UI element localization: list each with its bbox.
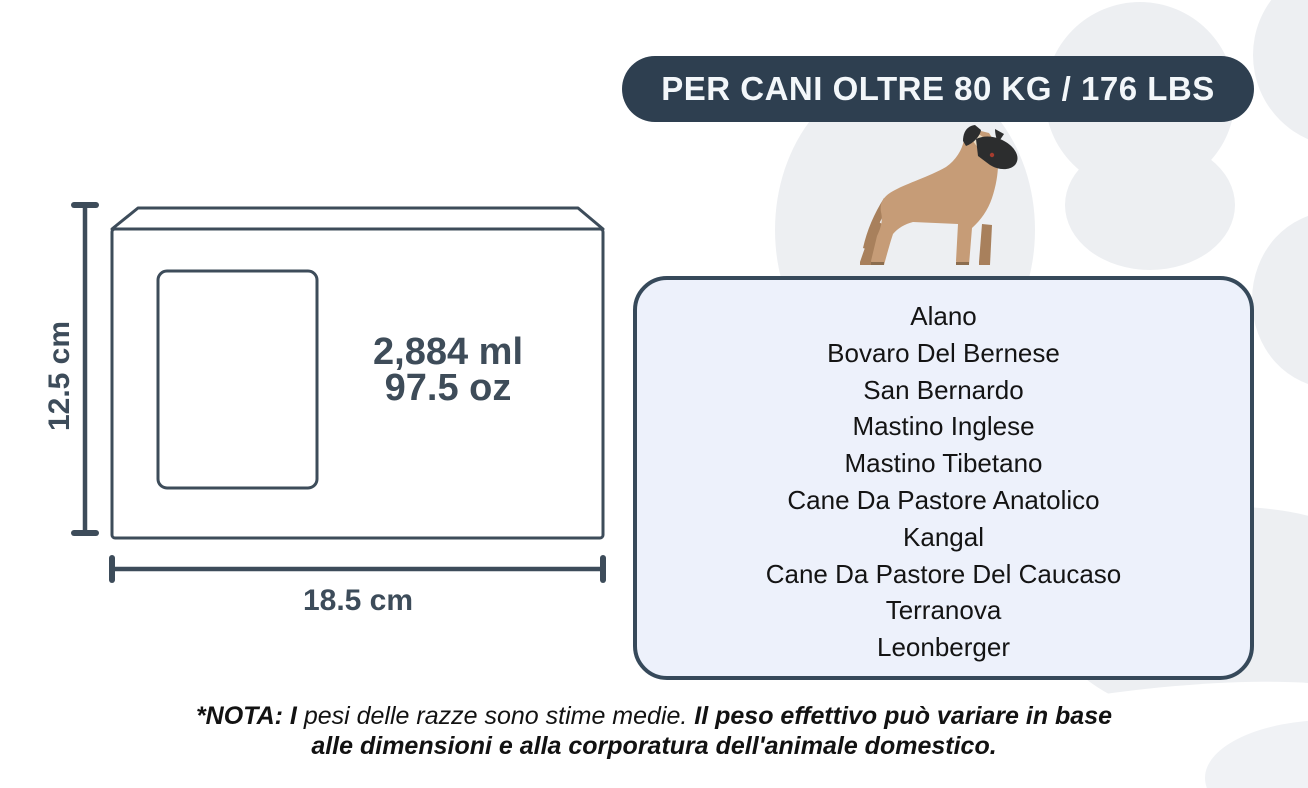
footnote-line-1: *NOTA: I pesi delle razze sono stime med… <box>0 701 1308 731</box>
bowl-diagram-lines <box>71 202 606 583</box>
height-dimension-label: 12.5 cm <box>43 320 76 432</box>
dog-paw-mark <box>956 262 969 265</box>
footnote: *NOTA: I pesi delle razze sono stime med… <box>0 701 1308 761</box>
breed-list: Alano Bovaro Del Bernese San Bernardo Masti… <box>637 280 1250 666</box>
dog-ear <box>963 125 981 146</box>
dog-far-front-leg <box>979 224 992 265</box>
volume-ml-label: 2,884 ml <box>373 331 523 373</box>
breed-list-item: Mastino Inglese <box>852 411 1035 442</box>
volume-oz-label: 97.5 oz <box>384 367 512 409</box>
breed-list-item: Alano <box>910 301 977 331</box>
footnote-regular-text: pesi delle razze sono stime medie. <box>296 702 695 730</box>
breed-list-item: Mastino Tibetano <box>844 448 1043 479</box>
breed-list-item: Cane Da Pastore Anatolico <box>787 484 1100 515</box>
footnote-bold-prefix: *NOTA: I <box>195 702 297 730</box>
dog-body <box>871 130 998 265</box>
bowl-diagram: 2,884 ml 97.5 oz 12.5 cm 18.5 cm <box>30 190 650 630</box>
footnote-line-2-text: alle dimensioni e alla corporatura dell'… <box>311 732 997 760</box>
breed-list-item: Terranova <box>885 595 1002 626</box>
dog-eye <box>989 152 995 158</box>
breed-list-item: Bovaro Del Bernese <box>827 337 1060 368</box>
breed-list-panel: Alano Bovaro Del Bernese San Bernardo Masti… <box>633 276 1254 680</box>
great-dane-illustration <box>860 125 1018 265</box>
weight-class-badge-label: PER CANI OLTRE 80 KG / 176 LBS <box>661 70 1215 107</box>
width-dimension-label: 18.5 cm <box>302 584 414 617</box>
volume-label: 2,884 ml 97.5 oz <box>373 331 523 409</box>
breed-list-item: Leonberger <box>877 632 1010 663</box>
footnote-bold-suffix: Il peso effettivo può variare in base <box>694 702 1113 730</box>
bowl-inner-compartment <box>156 269 319 490</box>
weight-class-badge: PER CANI OLTRE 80 KG / 176 LBS <box>622 56 1254 122</box>
breed-list-item: San Bernardo <box>863 374 1024 405</box>
breed-list-item: Kangal <box>903 521 984 552</box>
bowl-lid <box>110 206 605 231</box>
footnote-line-2: alle dimensioni e alla corporatura dell'… <box>0 731 1308 761</box>
dog-muzzle <box>976 136 1018 170</box>
breed-list-item: Cane Da Pastore Del Caucaso <box>765 558 1122 589</box>
dog-paw-mark <box>871 262 884 265</box>
dog-far-rear-leg <box>860 220 885 265</box>
